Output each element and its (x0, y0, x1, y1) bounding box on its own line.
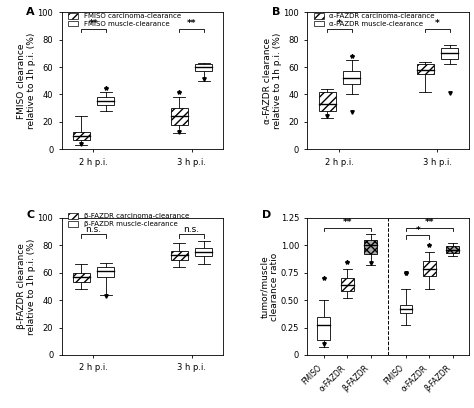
Text: **: ** (425, 218, 434, 227)
Text: n.s.: n.s. (183, 225, 200, 234)
Text: D: D (262, 210, 272, 220)
Bar (343, 71, 360, 84)
Y-axis label: FMISO clearance
relative to 1h p.i. (%): FMISO clearance relative to 1h p.i. (%) (17, 33, 36, 129)
Text: A: A (26, 7, 35, 17)
Text: *: * (435, 19, 440, 28)
Bar (195, 64, 212, 71)
Bar (195, 248, 212, 256)
Bar (441, 48, 458, 59)
Text: **: ** (89, 19, 98, 28)
Bar (73, 131, 90, 140)
Y-axis label: α-FAZDR clearance
relative to 1h p.i. (%): α-FAZDR clearance relative to 1h p.i. (%… (263, 33, 282, 129)
Bar (97, 267, 114, 277)
Text: n.s.: n.s. (85, 225, 101, 234)
Bar (423, 261, 436, 276)
Bar (341, 278, 354, 291)
Legend: β-FAZDR carcinoma-clearance, β-FAZDR muscle-clearance: β-FAZDR carcinoma-clearance, β-FAZDR mus… (68, 213, 189, 227)
Y-axis label: tumor/muscle
clearance ratio: tumor/muscle clearance ratio (260, 252, 279, 321)
Bar (400, 304, 412, 313)
Text: *: * (337, 19, 342, 28)
Bar (365, 240, 377, 254)
Bar (171, 251, 188, 260)
Bar (447, 246, 459, 253)
Legend: α-FAZDR carcinoma-clearance, α-FAZDR muscle-clearance: α-FAZDR carcinoma-clearance, α-FAZDR mus… (314, 13, 435, 27)
Text: **: ** (343, 218, 352, 227)
Bar (417, 64, 434, 74)
Text: *: * (415, 226, 420, 235)
Y-axis label: β-FAZDR clearance
relative to 1h p.i. (%): β-FAZDR clearance relative to 1h p.i. (%… (17, 238, 36, 335)
Text: C: C (26, 210, 34, 220)
Text: **: ** (187, 19, 196, 28)
Bar (97, 97, 114, 105)
Text: B: B (272, 7, 280, 17)
Bar (73, 273, 90, 282)
Legend: FMISO carcinoma-clearance, FMISO muscle-clearance: FMISO carcinoma-clearance, FMISO muscle-… (68, 13, 181, 27)
Bar (318, 317, 330, 339)
Bar (319, 92, 336, 111)
Bar (171, 108, 188, 125)
